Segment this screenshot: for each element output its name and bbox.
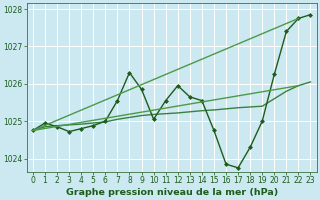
X-axis label: Graphe pression niveau de la mer (hPa): Graphe pression niveau de la mer (hPa) xyxy=(66,188,278,197)
